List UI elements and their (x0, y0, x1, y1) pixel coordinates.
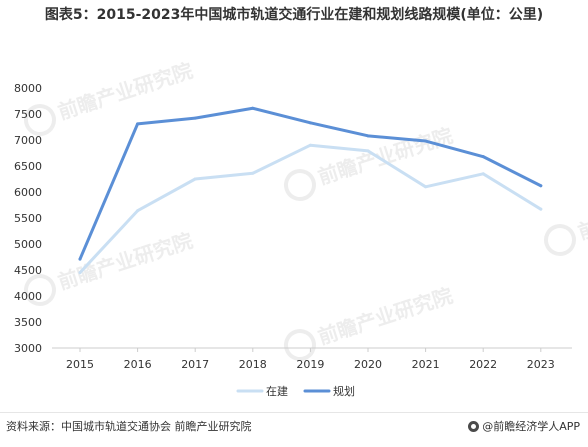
x-tick-label: 2018 (239, 358, 267, 371)
series-0-point (481, 172, 485, 176)
brand-credit: @前瞻经济学人APP (468, 418, 580, 434)
series-0-point (78, 271, 82, 275)
y-tick-label: 3000 (14, 342, 42, 355)
chart-axes: 3000 3500 4000 4500 5000 5500 6000 6500 7000 7500… (14, 82, 572, 371)
series-1-point (193, 116, 197, 120)
series-0-point (424, 185, 428, 189)
x-tick-label: 2015 (66, 358, 94, 371)
series-1-point (136, 122, 140, 126)
y-tick-label: 4500 (14, 264, 42, 277)
y-tick-label: 7500 (14, 108, 42, 121)
watermark-logo-icon (24, 104, 56, 136)
y-tick-label: 4000 (14, 290, 42, 303)
watermark-text: 前瞻产业研究院 (55, 58, 196, 124)
watermark-text: 前瞻产业研究院 (575, 178, 588, 244)
watermark-text: 前瞻产业研究院 (315, 123, 456, 189)
watermark-logo-icon (544, 224, 576, 256)
source-note: 资料来源：中国城市轨道交通协会 前瞻产业研究院 (6, 420, 252, 433)
watermark-text: 前瞻产业研究院 (55, 228, 196, 294)
series-1-point (366, 134, 370, 138)
x-tick-label: 2021 (412, 358, 440, 371)
series-1-point (481, 155, 485, 159)
y-tick-label: 5500 (14, 212, 42, 225)
chart-legend: 在建 规划 (236, 384, 355, 398)
y-tick-label: 5000 (14, 238, 42, 251)
series-0-point (193, 177, 197, 181)
chart-title: 图表5：2015-2023年中国城市轨道交通行业在建和规划线路规模(单位：公里) (44, 7, 544, 23)
series-line-1 (78, 106, 543, 261)
series-layer (78, 106, 543, 275)
y-tick-label: 6500 (14, 160, 42, 173)
watermark-logo-icon (24, 274, 56, 306)
series-1-point (539, 184, 543, 188)
legend-label-0: 在建 (266, 384, 288, 398)
series-0-point (539, 207, 543, 211)
y-tick-label: 3500 (14, 316, 42, 329)
x-tick-label: 2023 (527, 358, 555, 371)
series-1-point (78, 257, 82, 261)
series-0-point (366, 149, 370, 153)
series-1-point (251, 106, 255, 110)
watermark-logo-icon (284, 329, 316, 361)
series-0-point (251, 171, 255, 175)
watermark: 前瞻产业研究院 (24, 58, 196, 136)
watermark: 前瞻产业研究院 (284, 283, 456, 361)
brand-text: @前瞻经济学人APP (482, 420, 580, 433)
x-tick-label: 2020 (354, 358, 382, 371)
watermark-logo-icon (284, 169, 316, 201)
x-tick-label: 2016 (124, 358, 152, 371)
legend-label-1: 规划 (333, 384, 355, 398)
y-tick-label: 8000 (14, 82, 42, 95)
x-tick-label: 2022 (469, 358, 497, 371)
y-tick-label: 7000 (14, 134, 42, 147)
series-1-point (308, 121, 312, 125)
watermark-text: 前瞻产业研究院 (315, 283, 456, 349)
x-tick-label: 2019 (296, 358, 324, 371)
series-0-point (308, 143, 312, 147)
series-0-point (136, 209, 140, 213)
watermark: 前瞻产业研究院 (284, 123, 456, 201)
series-1-point (424, 139, 428, 143)
watermark: 前瞻产业研究院 (544, 178, 588, 256)
x-tick-label: 2017 (181, 358, 209, 371)
footer-divider (0, 412, 588, 413)
y-tick-label: 6000 (14, 186, 42, 199)
brand-logo-icon (468, 420, 480, 432)
